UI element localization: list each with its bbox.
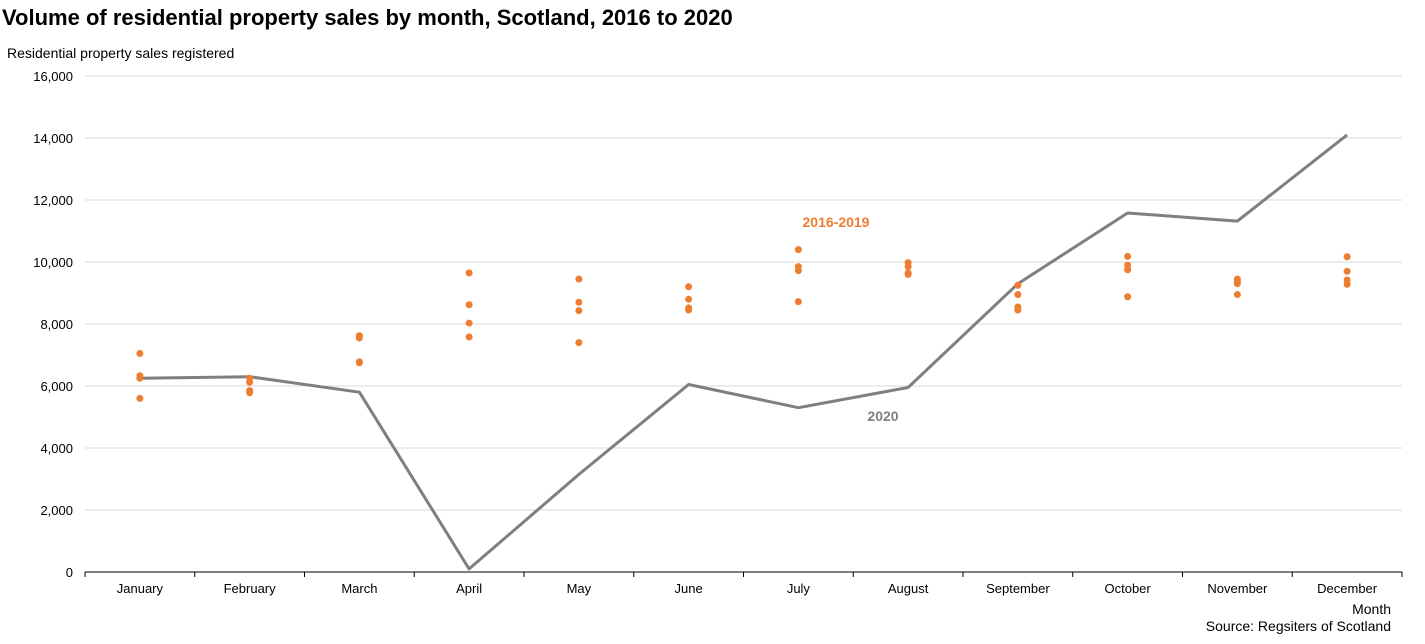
scatter-point-2016-2019	[575, 339, 583, 347]
scatter-point-2016-2019	[355, 359, 363, 367]
scatter-point-2016-2019	[575, 298, 583, 306]
series-label-2020: 2020	[867, 408, 898, 424]
x-tick-label: August	[888, 581, 929, 596]
x-tick-label: June	[675, 581, 703, 596]
scatter-point-2016-2019	[1014, 281, 1022, 289]
scatter-point-2016-2019	[465, 301, 473, 309]
y-tick-label: 14,000	[33, 131, 73, 146]
x-tick-label: October	[1105, 581, 1152, 596]
series-label-2016-2019: 2016-2019	[803, 214, 870, 230]
x-axis-ticks: January February March April May June July Augu…	[117, 581, 1378, 596]
scatter-point-2016-2019	[1343, 280, 1351, 288]
y-tick-label: 0	[66, 565, 73, 580]
scatter-point-2016-2019	[794, 246, 802, 254]
scatter-point-2016-2019	[904, 263, 912, 271]
y-tick-label: 6,000	[40, 379, 73, 394]
scatter-point-2016-2019	[136, 349, 144, 357]
scatter-point-2016-2019	[246, 389, 254, 397]
series-line-2020	[139, 133, 1349, 571]
x-tick-label: November	[1207, 581, 1268, 596]
scatter-point-2016-2019	[1014, 291, 1022, 299]
chart-title: Volume of residential property sales by …	[2, 5, 733, 30]
scatter-point-2016-2019	[465, 333, 473, 341]
x-tick-label: May	[567, 581, 592, 596]
scatter-point-2016-2019	[1343, 253, 1351, 261]
scatter-point-2016-2019	[575, 275, 583, 283]
scatter-point-2016-2019	[355, 334, 363, 342]
scatter-point-2016-2019	[794, 267, 802, 275]
scatter-point-2016-2019	[1233, 280, 1241, 288]
y-tick-label: 8,000	[40, 317, 73, 332]
y-tick-label: 4,000	[40, 441, 73, 456]
scatter-point-2016-2019	[465, 319, 473, 327]
scatter-point-2016-2019	[1124, 252, 1132, 260]
plot-area	[136, 133, 1351, 571]
scatter-point-2016-2019	[1124, 266, 1132, 274]
source-note: Source: Regsiters of Scotland	[1206, 618, 1391, 634]
scatter-point-2016-2019	[1343, 267, 1351, 275]
scatter-point-2016-2019	[136, 394, 144, 402]
scatter-point-2016-2019	[685, 306, 693, 314]
scatter-point-2016-2019	[904, 270, 912, 278]
gridlines	[85, 75, 1402, 511]
scatter-point-2016-2019	[465, 269, 473, 277]
x-tick-label: December	[1317, 581, 1378, 596]
x-tick-label: March	[341, 581, 377, 596]
x-tick-label: April	[456, 581, 482, 596]
x-tick-label: July	[787, 581, 811, 596]
scatter-point-2016-2019	[794, 298, 802, 306]
x-axis-title: Month	[1352, 601, 1391, 617]
scatter-point-2016-2019	[685, 295, 693, 303]
y-axis-title: Residential property sales registered	[7, 45, 234, 61]
x-tick-label: February	[224, 581, 277, 596]
x-axis	[84, 571, 1403, 577]
x-tick-label: January	[117, 581, 164, 596]
scatter-point-2016-2019	[246, 378, 254, 386]
scatter-point-2016-2019	[685, 283, 693, 291]
scatter-point-2016-2019	[1233, 291, 1241, 299]
y-tick-label: 12,000	[33, 193, 73, 208]
scatter-point-2016-2019	[136, 374, 144, 382]
y-axis-ticks: 0 2,000 4,000 6,000 8,000 10,000 12,000 14,000 1…	[33, 69, 73, 580]
scatter-point-2016-2019	[1014, 306, 1022, 314]
scatter-point-2016-2019	[575, 307, 583, 315]
scatter-point-2016-2019	[1124, 293, 1132, 301]
y-tick-label: 2,000	[40, 503, 73, 518]
y-tick-label: 10,000	[33, 255, 73, 270]
x-tick-label: September	[986, 581, 1050, 596]
y-tick-label: 16,000	[33, 69, 73, 84]
